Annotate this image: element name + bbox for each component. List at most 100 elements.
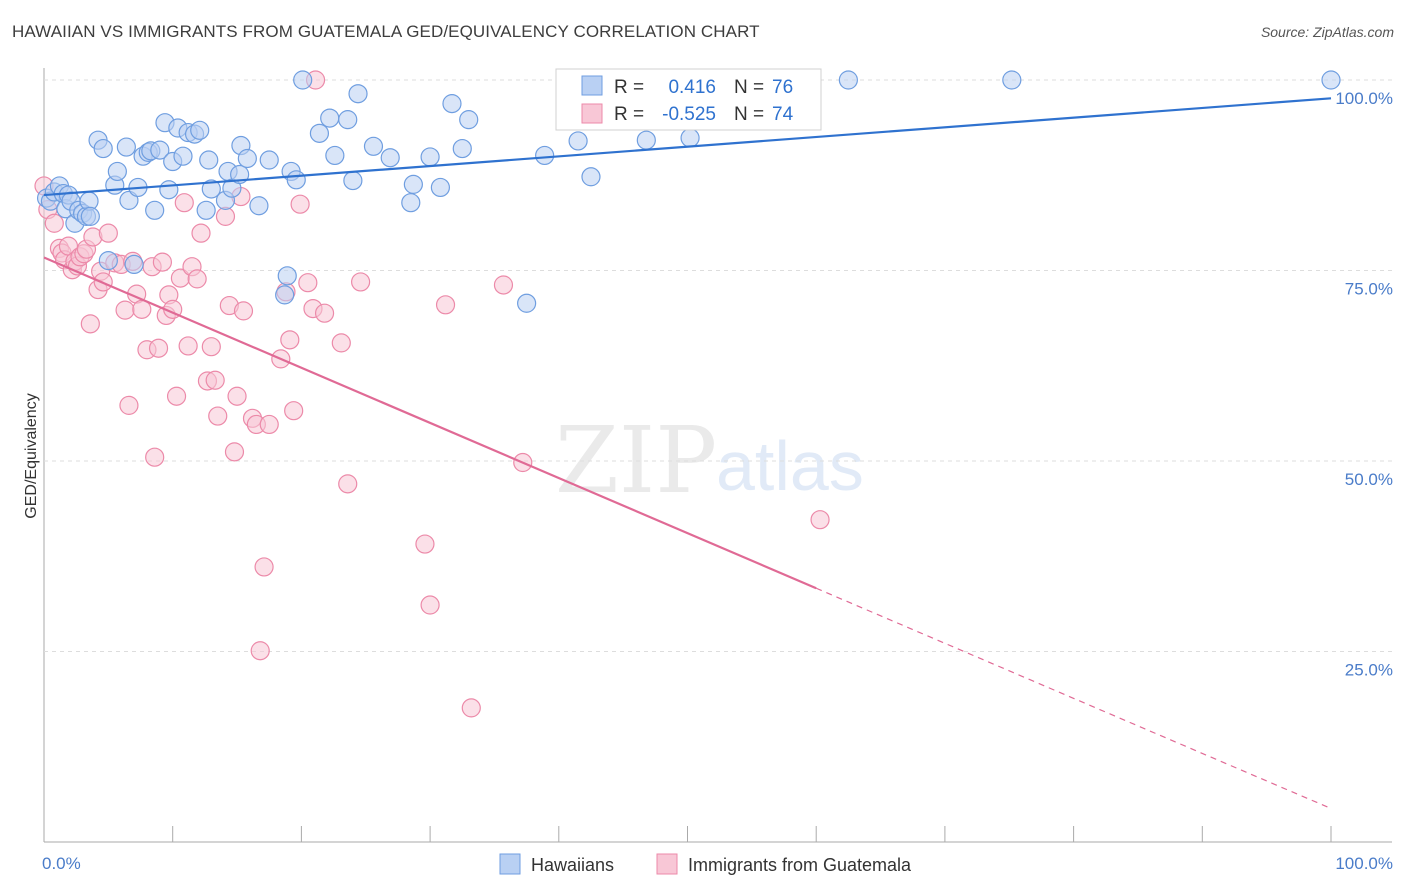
data-point — [517, 293, 537, 313]
data-point — [452, 138, 472, 159]
legend-swatch-blue — [581, 75, 603, 96]
data-point — [208, 406, 228, 426]
series-legend: Hawaiians Immigrants from Guatemala — [499, 853, 912, 875]
y-tick-label: 75.0% — [1345, 280, 1393, 299]
data-point — [187, 269, 207, 289]
legend-n-label-1: N = — [734, 77, 764, 98]
trend-line-guatemala-extrapolated — [815, 587, 1332, 810]
data-point — [124, 254, 144, 275]
data-point — [493, 275, 514, 295]
data-point — [275, 285, 295, 305]
trend-line-guatemala — [43, 256, 817, 590]
data-point — [430, 177, 450, 198]
data-point — [343, 170, 363, 191]
data-point — [259, 150, 279, 170]
trend-line-hawaiians — [43, 97, 1332, 197]
data-point — [196, 200, 216, 220]
data-point — [166, 386, 187, 406]
data-point — [293, 70, 313, 90]
data-point — [254, 557, 274, 577]
legend-swatch-pink — [581, 103, 603, 124]
data-point — [174, 193, 194, 213]
legend-r-value-1: 0.416 — [668, 77, 716, 98]
data-point — [338, 474, 358, 494]
data-point — [290, 194, 310, 214]
data-point — [148, 338, 169, 358]
data-point — [233, 301, 254, 321]
data-point — [159, 180, 179, 200]
y-axis-label: GED/Equivalency — [23, 393, 40, 518]
legend-r-label-1: R = — [614, 77, 644, 98]
data-point — [309, 123, 330, 143]
data-point — [581, 167, 601, 187]
data-point — [119, 395, 139, 415]
data-point — [680, 128, 700, 148]
data-point — [201, 179, 221, 199]
legend-n-label-2: N = — [734, 104, 764, 125]
data-point — [338, 110, 358, 130]
data-point — [380, 148, 400, 168]
legend-r-value-2: -0.525 — [662, 104, 716, 125]
data-point — [286, 170, 306, 190]
data-point — [199, 150, 219, 170]
data-point — [636, 130, 656, 150]
data-point — [314, 303, 335, 323]
data-point — [810, 510, 830, 530]
legend-swatch-hawaiians — [499, 853, 521, 875]
data-point — [237, 148, 257, 169]
y-axis-tick-labels: 25.0% 50.0% 75.0% 100.0% — [1335, 89, 1393, 680]
legend-label-guatemala: Immigrants from Guatemala — [688, 855, 912, 875]
data-point — [277, 266, 297, 286]
data-point — [250, 641, 270, 661]
legend-swatch-guatemala — [656, 853, 678, 875]
data-point — [150, 140, 170, 160]
data-point — [191, 223, 211, 243]
data-point — [224, 442, 245, 462]
data-point — [420, 147, 440, 167]
correlation-legend: R = 0.416 N = 76 R = -0.525 N = 74 — [555, 68, 822, 131]
data-point — [1002, 70, 1022, 90]
data-point — [420, 595, 440, 615]
legend-n-value-2: 74 — [772, 104, 794, 125]
data-point — [459, 110, 479, 130]
legend-n-value-1: 76 — [772, 77, 793, 98]
data-point — [205, 370, 225, 390]
data-point — [98, 250, 118, 271]
source-label: Source: ZipAtlas.com — [1260, 24, 1394, 40]
data-point — [363, 136, 384, 156]
data-point — [259, 414, 279, 435]
data-point — [178, 336, 198, 356]
data-point — [227, 386, 247, 406]
data-point — [80, 206, 100, 226]
data-point — [298, 273, 318, 293]
data-point — [145, 200, 165, 220]
watermark-atlas: atlas — [716, 427, 864, 505]
data-point — [415, 534, 435, 554]
data-point — [190, 120, 210, 140]
data-point — [280, 330, 300, 350]
x-tick-label-min: 0.0% — [42, 854, 81, 873]
data-point — [461, 698, 481, 718]
data-point — [215, 206, 236, 226]
data-point — [348, 84, 368, 104]
series-hawaiians-points — [36, 70, 1341, 313]
data-point — [351, 272, 371, 292]
data-point — [116, 137, 136, 157]
x-axis-ticks — [43, 826, 1332, 842]
data-point — [98, 223, 118, 243]
legend-label-hawaiians: Hawaiians — [531, 855, 614, 875]
y-tick-label: 50.0% — [1345, 470, 1393, 489]
data-point — [115, 300, 135, 320]
x-tick-label-max: 100.0% — [1335, 854, 1393, 873]
data-point — [401, 193, 421, 213]
data-point — [93, 138, 113, 159]
data-point — [838, 70, 858, 90]
series-guatemala-points — [34, 70, 830, 718]
data-point — [331, 333, 351, 353]
data-point — [442, 94, 462, 114]
data-point — [325, 145, 345, 166]
data-point — [145, 447, 165, 467]
data-point — [1321, 70, 1341, 90]
data-point — [249, 196, 269, 216]
